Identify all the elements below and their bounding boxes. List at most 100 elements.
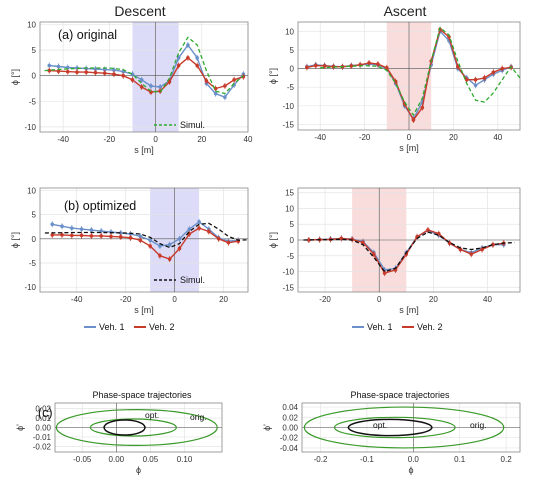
- series-veh-1-point: [223, 95, 227, 100]
- series-veh-2-point: [89, 234, 94, 238]
- series-veh-1-point: [102, 67, 107, 72]
- x-tick-label: -20: [359, 133, 371, 142]
- series-veh-2-point: [138, 238, 143, 243]
- series-veh-1-point: [148, 238, 152, 243]
- x-tick-label: 20: [429, 295, 438, 304]
- series-veh-1-point: [50, 222, 55, 227]
- panel-b-descent: -40 -20 0 20 -10 -5 0 5 10 s [m] ϕ [°]: [10, 186, 249, 315]
- series-veh-2-point: [112, 72, 116, 76]
- phase-title-right: Phase-space trajectories: [350, 390, 450, 400]
- series-veh-2-point: [84, 70, 89, 74]
- series-veh-2-point: [411, 118, 416, 122]
- series-veh-2-point: [102, 71, 107, 75]
- x-tick-label: -40: [71, 295, 83, 304]
- y-tick-label: -10: [24, 123, 36, 132]
- x-axis-label: s [m]: [134, 305, 154, 315]
- phase-label-opt-left: opt.: [145, 410, 159, 420]
- series-veh-2-point: [109, 234, 113, 239]
- x-axis-label: s [m]: [399, 143, 419, 153]
- series-veh-2-point: [148, 244, 152, 248]
- series-veh-2-point: [385, 66, 389, 70]
- x-tick-label: 40: [244, 135, 253, 144]
- panel-label-c: (c): [38, 406, 53, 420]
- orbit-orig-0: [55, 408, 218, 447]
- x-tick-label: 0: [172, 295, 177, 304]
- series-veh-1-point: [213, 91, 218, 96]
- series-veh-1-point: [118, 231, 123, 235]
- y-tick-label: 10: [285, 27, 294, 36]
- series-veh-1-point: [195, 56, 199, 60]
- phase-label-opt-right: opt.: [373, 420, 387, 430]
- y-tick-label: -5: [29, 259, 37, 268]
- series-veh-1-point: [47, 63, 52, 68]
- x-tick-label: -0.1: [360, 455, 374, 464]
- phase-label-orig-right: orig.: [470, 420, 487, 430]
- series-veh-2-point: [307, 238, 311, 242]
- series-veh-2-point: [469, 252, 474, 256]
- series-veh-2-point: [79, 233, 84, 238]
- series-veh-2-point: [456, 64, 460, 69]
- y-tick-label: 0.00: [282, 424, 298, 433]
- series-veh-1-point: [139, 78, 144, 82]
- y-tick-label: 0: [290, 65, 295, 74]
- y-tick-label: 10: [27, 21, 36, 30]
- x-tick-label: -0.05: [73, 455, 92, 464]
- y-axis-label: ϕ': [262, 424, 272, 431]
- y-axis-label: ϕ [°]: [268, 232, 278, 248]
- series-veh-2-point: [204, 79, 209, 83]
- series-veh-2-point: [60, 233, 64, 237]
- series-veh-2-point: [186, 56, 190, 60]
- series-veh-2-point: [305, 65, 309, 70]
- y-tick-label: -10: [282, 268, 294, 277]
- series-veh-2-point: [500, 66, 505, 71]
- orbit-orig-1: [89, 418, 177, 437]
- phase-label-orig-left: orig.: [190, 412, 207, 422]
- series-veh-2-point: [339, 236, 344, 241]
- series-veh-2-point: [367, 61, 371, 65]
- series-veh-1-point: [79, 227, 84, 231]
- series-veh-2-point: [158, 253, 162, 258]
- series-veh-2-point: [128, 236, 133, 240]
- series-veh-1-point: [60, 224, 64, 229]
- y-tick-label: 0.02: [282, 413, 298, 422]
- legend-vehicles-right: Veh. 1 Veh. 2: [352, 322, 443, 332]
- panel-a-descent: -40 -20 0 20 40 -10 -5 0 5 10 s [m] ϕ [°]: [10, 21, 253, 155]
- legend-veh1: Veh. 1: [99, 322, 125, 332]
- panel-c-ascent: -0.2 -0.1 0.0 0.1 0.2 -0.04-0.020.00 0.020.04 ϕ…: [262, 402, 521, 475]
- x-axis-label: ϕ: [136, 465, 141, 475]
- series-veh-2-point: [139, 85, 144, 89]
- panel-b-ascent: -20 0 20 40 -15 -10 -5 0 5 10 15 s [m] ϕ [°]: [268, 187, 521, 315]
- phase-title-left: Phase-space trajectories: [92, 390, 192, 400]
- series-veh-1-point: [149, 84, 153, 88]
- series-veh-1-point: [473, 83, 478, 88]
- series-veh-2-point: [426, 228, 430, 232]
- x-tick-label: 0.10: [177, 455, 193, 464]
- orbit-orig-0: [303, 406, 505, 449]
- series-veh-2-point: [464, 77, 469, 82]
- legend-veh2: Veh. 2: [149, 322, 175, 332]
- title-descent: Descent: [114, 3, 165, 19]
- series-veh-1-point: [93, 67, 98, 71]
- series-veh-2-line: [49, 57, 244, 93]
- x-tick-label: 0.1: [454, 455, 466, 464]
- title-ascent: Ascent: [384, 3, 427, 19]
- series-veh-2-point: [480, 247, 484, 252]
- series-veh-2-point: [197, 226, 201, 230]
- plot-frame: [39, 187, 249, 293]
- series-simul-line: [320, 26, 521, 116]
- x-tick-label: 20: [197, 135, 206, 144]
- y-axis-label: ϕ': [15, 424, 25, 431]
- series-veh-2-point: [121, 73, 125, 78]
- panel-c-descent: -0.05 0.00 0.05 0.10-0.02-0.010.000.010.02ϕ…: [15, 402, 223, 475]
- x-tick-label: 0.05: [143, 455, 159, 464]
- y-axis-label: ϕ [°]: [10, 69, 20, 85]
- series-veh-2-point: [130, 78, 135, 82]
- series-veh-2-point: [56, 69, 61, 73]
- series-veh-2-point: [207, 229, 211, 234]
- series-veh-2-point: [420, 105, 425, 110]
- y-tick-label: -5: [287, 252, 295, 261]
- series-veh-1-point: [187, 227, 192, 231]
- y-tick-label: -0.02: [280, 434, 299, 443]
- x-tick-label: -20: [104, 135, 116, 144]
